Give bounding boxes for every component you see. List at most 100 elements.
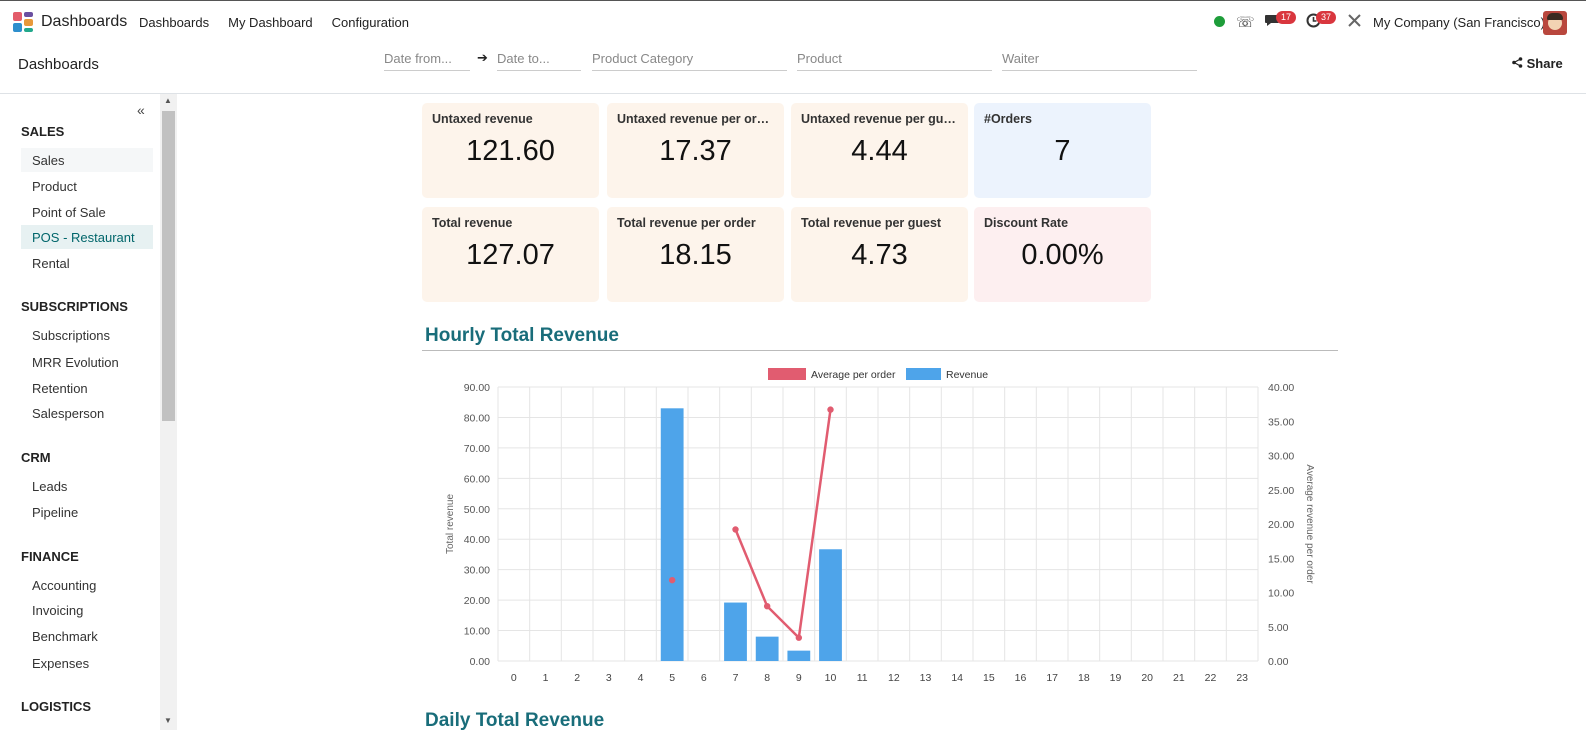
x-tick-label: 1 [543, 672, 549, 684]
sidebar-item-pos-restaurant[interactable]: POS - Restaurant [21, 225, 153, 249]
app-brand[interactable]: Dashboards [41, 13, 128, 30]
menu-configuration[interactable]: Configuration [331, 15, 409, 30]
y2-axis-label: Average revenue per order [1304, 464, 1315, 584]
y2-tick-label: 40.00 [1268, 382, 1294, 394]
presence-status-icon[interactable] [1214, 16, 1225, 27]
legend-swatch-average [768, 368, 806, 380]
top-navbar: Dashboards Dashboards My Dashboard Confi… [0, 0, 1586, 44]
y2-tick-label: 35.00 [1268, 416, 1294, 428]
legend-swatch-revenue [906, 368, 941, 380]
x-tick-label: 16 [1015, 672, 1027, 684]
kpi-label: Total revenue per guest [801, 216, 942, 230]
product-field[interactable]: Product [797, 50, 992, 71]
sidebar-scrollbar[interactable]: ▲ ▼ [160, 94, 177, 730]
hourly-revenue-chart: 0.0010.0020.0030.0040.0050.0060.0070.008… [445, 368, 1315, 684]
arrow-right-icon: ➔ [477, 50, 488, 65]
x-tick-label: 4 [638, 672, 644, 684]
legend-label-average: Average per order [811, 369, 896, 381]
company-switcher[interactable]: My Company (San Francisco) [1373, 15, 1545, 30]
menu-my-dashboard[interactable]: My Dashboard [228, 15, 313, 30]
x-tick-label: 23 [1236, 672, 1248, 684]
x-tick-label: 0 [511, 672, 517, 684]
sidebar-item-subscriptions[interactable]: Subscriptions [32, 328, 111, 343]
legend-label-revenue: Revenue [946, 369, 988, 381]
revenue-bar [660, 408, 684, 661]
sidebar-item-invoicing[interactable]: Invoicing [32, 603, 84, 618]
date-to-placeholder: Date to... [497, 51, 550, 66]
x-tick-label: 18 [1078, 672, 1090, 684]
sidebar-item-salesperson[interactable]: Salesperson [32, 406, 105, 421]
waiter-field[interactable]: Waiter [1002, 50, 1197, 71]
dashboard-sidebar: « SALES Sales Product Point of Sale POS … [0, 94, 160, 730]
x-tick-label: 13 [920, 672, 932, 684]
kpi-label: Untaxed revenue per order [617, 112, 774, 126]
collapse-sidebar-icon[interactable]: « [137, 102, 145, 118]
x-tick-label: 21 [1173, 672, 1185, 684]
control-panel: Dashboards Date from... ➔ Date to... Pro… [0, 44, 1586, 94]
date-from-field[interactable]: Date from... [384, 50, 470, 71]
section-crm: CRM [21, 450, 51, 465]
sidebar-item-mrr-evolution[interactable]: MRR Evolution [32, 355, 119, 370]
sidebar-item-retention[interactable]: Retention [32, 381, 88, 396]
x-tick-label: 3 [606, 672, 612, 684]
phone-icon[interactable]: ☏ [1236, 14, 1255, 31]
y-tick-label: 30.00 [464, 565, 490, 577]
y2-tick-label: 5.00 [1268, 622, 1289, 634]
kpi-label: Untaxed revenue per guest [801, 112, 958, 126]
y-tick-label: 50.00 [464, 504, 490, 516]
sidebar-item-product[interactable]: Product [32, 179, 77, 194]
section-finance: FINANCE [21, 549, 79, 564]
kpi-label: #Orders [984, 112, 1032, 126]
x-tick-label: 2 [574, 672, 580, 684]
main-menu: Dashboards My Dashboard Configuration [139, 15, 409, 30]
x-tick-label: 12 [888, 672, 900, 684]
y2-tick-label: 25.00 [1268, 485, 1294, 497]
user-avatar[interactable] [1543, 11, 1567, 35]
share-label: Share [1526, 56, 1563, 71]
x-tick-label: 6 [701, 672, 707, 684]
average-point [732, 526, 739, 533]
x-tick-label: 20 [1141, 672, 1153, 684]
y-tick-label: 40.00 [464, 534, 490, 546]
kpi-value: 4.73 [851, 239, 908, 271]
sidebar-item-pipeline[interactable]: Pipeline [32, 505, 79, 520]
scroll-down-icon[interactable]: ▼ [164, 716, 172, 725]
kpi-label: Total revenue per order [617, 216, 756, 230]
title-divider [422, 350, 1338, 351]
kpi-value: 4.44 [851, 135, 908, 167]
kpi-value: 17.37 [659, 135, 732, 167]
x-tick-label: 11 [857, 672, 868, 684]
share-button[interactable]: Share [1512, 56, 1563, 71]
sidebar-item-leads[interactable]: Leads [32, 479, 68, 494]
revenue-bar [819, 549, 842, 661]
scroll-up-icon[interactable]: ▲ [164, 96, 172, 105]
sidebar-item-sales[interactable]: Sales [21, 148, 153, 172]
y2-tick-label: 30.00 [1268, 451, 1294, 463]
breadcrumb: Dashboards [18, 56, 99, 73]
kpi-label: Total revenue [432, 216, 513, 230]
kpi-discount-rate: Discount Rate 0.00% [974, 207, 1151, 302]
sidebar-item-rental[interactable]: Rental [32, 256, 70, 271]
kpi-total-revenue-per-order: Total revenue per order 18.15 [607, 207, 784, 302]
average-point [668, 576, 676, 584]
hourly-revenue-title: Hourly Total Revenue [425, 325, 619, 346]
date-to-field[interactable]: Date to... [497, 50, 581, 71]
product-category-field[interactable]: Product Category [592, 50, 787, 71]
share-icon [1512, 57, 1523, 68]
activities-badge: 37 [1316, 11, 1337, 24]
scrollbar-thumb[interactable] [162, 111, 175, 421]
section-subscriptions: SUBSCRIPTIONS [21, 299, 128, 314]
sidebar-item-accounting[interactable]: Accounting [32, 578, 97, 593]
sidebar-item-point-of-sale[interactable]: Point of Sale [32, 205, 106, 220]
sidebar-item-expenses[interactable]: Expenses [32, 656, 90, 671]
sidebar-item-benchmark[interactable]: Benchmark [32, 629, 98, 644]
x-tick-label: 14 [951, 672, 963, 684]
tools-icon[interactable] [1347, 13, 1362, 32]
product-category-placeholder: Product Category [592, 51, 694, 66]
chat-icon[interactable] [1264, 13, 1281, 32]
kpi-total-revenue-per-guest: Total revenue per guest 4.73 [791, 207, 968, 302]
app-logo-icon[interactable] [13, 12, 33, 32]
menu-dashboards[interactable]: Dashboards [139, 15, 210, 30]
y2-tick-label: 15.00 [1268, 553, 1294, 565]
revenue-bar [787, 650, 811, 661]
